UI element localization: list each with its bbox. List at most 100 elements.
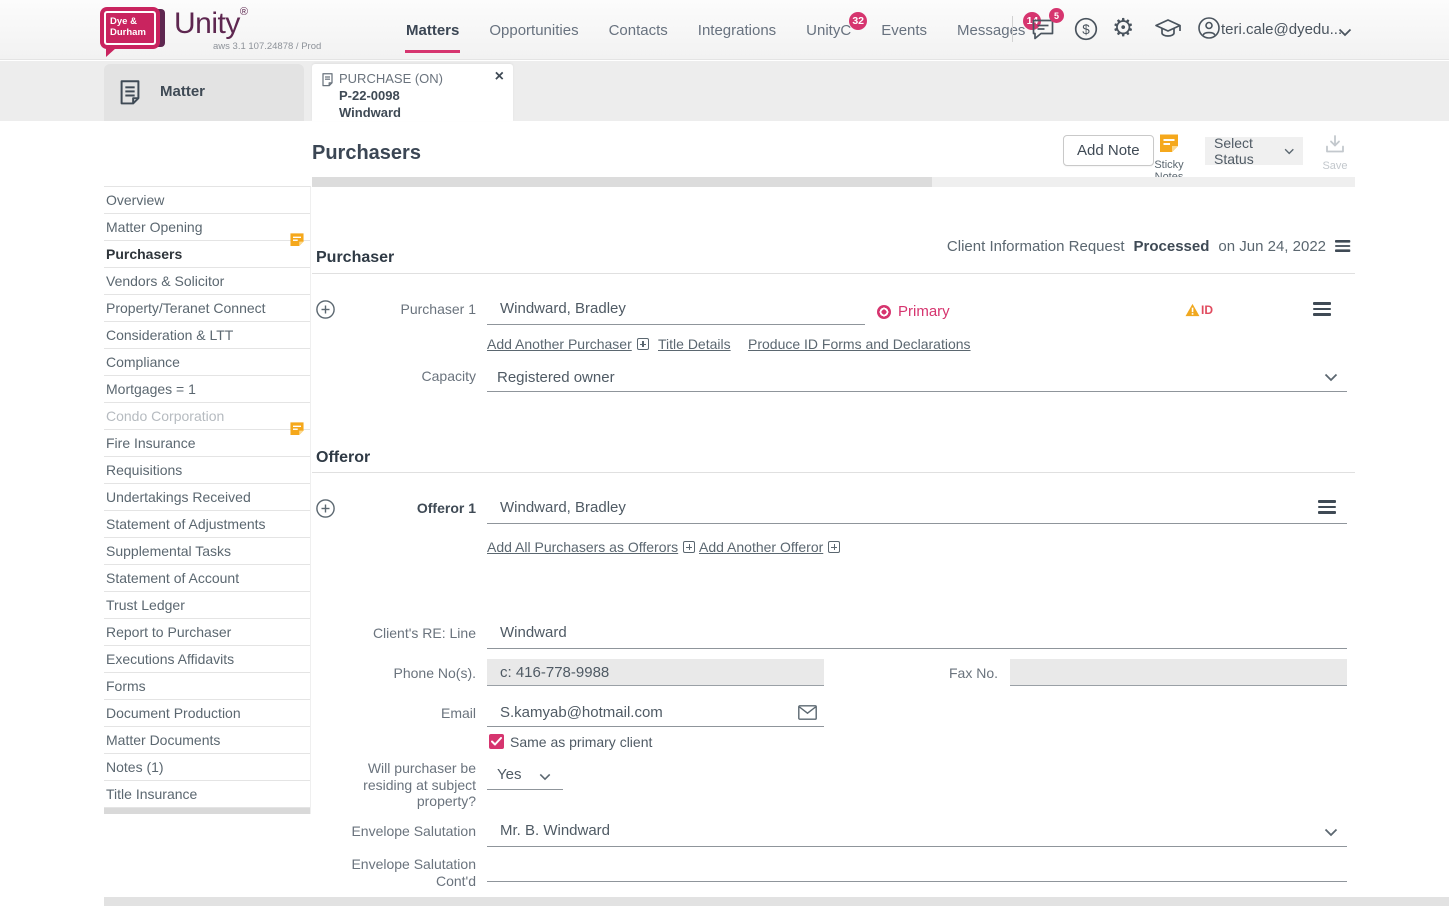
chat-badge: 5 — [1049, 8, 1064, 23]
tab-matter-name: Windward — [339, 105, 401, 120]
sidebar-item-consideration-ltt[interactable]: Consideration & LTT — [104, 322, 310, 349]
id-flag-label: ID — [1201, 303, 1213, 317]
user-menu-chevron-icon[interactable] — [1338, 24, 1352, 42]
nav-item-integrations[interactable]: Integrations — [698, 22, 776, 39]
capacity-chevron-icon[interactable] — [1324, 369, 1338, 387]
matter-document-icon — [116, 78, 144, 106]
nav-item-messages[interactable]: Messages 14 — [957, 22, 1025, 39]
input-underline — [487, 846, 1347, 847]
chat-icon[interactable]: 5 — [1030, 17, 1056, 46]
matter-tab-purchase[interactable]: PURCHASE (ON) P-22-0098 Windward × — [312, 64, 513, 121]
capacity-select[interactable]: Registered owner — [497, 369, 615, 386]
purchaser-section-title: Purchaser — [316, 249, 394, 267]
envelope-icon[interactable] — [798, 705, 817, 725]
primary-radio-icon — [877, 305, 891, 319]
select-status-dropdown[interactable]: Select Status — [1205, 137, 1303, 165]
matter-sidebar: Overview Matter Opening Purchasers Vendo… — [104, 186, 311, 814]
sidebar-item-condo-corporation: Condo Corporation — [104, 403, 310, 430]
sidebar-item-property-teranet[interactable]: Property/Teranet Connect — [104, 295, 310, 322]
logo-text-top: Dye & — [110, 16, 154, 27]
offeror-1-name-input[interactable]: Windward, Bradley — [500, 499, 626, 516]
sidebar-item-purchasers[interactable]: Purchasers — [104, 241, 310, 268]
sidebar-item-undertakings-received[interactable]: Undertakings Received — [104, 484, 310, 511]
sidebar-item-matter-documents[interactable]: Matter Documents — [104, 727, 310, 754]
nav-item-matters[interactable]: Matters — [406, 22, 459, 39]
envelope-salutation-chevron-icon[interactable] — [1324, 824, 1338, 842]
sidebar-item-mortgages[interactable]: Mortgages = 1 — [104, 376, 310, 403]
email-input[interactable]: S.kamyab@hotmail.com — [500, 704, 663, 721]
offeror-row-menu-icon[interactable] — [1318, 500, 1336, 514]
sidebar-item-supplemental-tasks[interactable]: Supplemental Tasks — [104, 538, 310, 565]
nav-item-unityc[interactable]: UnityC 32 — [806, 22, 851, 39]
account-icon[interactable] — [1197, 16, 1221, 45]
divider — [312, 273, 1355, 274]
sidebar-item-document-production[interactable]: Document Production — [104, 700, 310, 727]
input-underline — [487, 789, 563, 790]
title-details-link[interactable]: Title Details — [658, 336, 731, 352]
sidebar-item-vendors-solicitor[interactable]: Vendors & Solicitor — [104, 268, 310, 295]
nav-item-events[interactable]: Events — [881, 22, 927, 39]
sidebar-item-trust-ledger[interactable]: Trust Ledger — [104, 592, 310, 619]
fax-input[interactable] — [1010, 659, 1347, 686]
plus-box-icon — [637, 338, 649, 350]
add-another-offeror-link[interactable]: Add Another Offeror — [699, 539, 840, 555]
sidebar-item-title-insurance[interactable]: Title Insurance — [104, 781, 310, 808]
top-bar: Dye & Durham Unity® aws 3.1 107.24878 / … — [0, 0, 1449, 60]
input-underline — [487, 881, 1347, 882]
id-warning-flag[interactable]: ID — [1185, 303, 1213, 317]
nav-item-contacts[interactable]: Contacts — [609, 22, 668, 39]
sidebar-item-statement-of-adjustments[interactable]: Statement of Adjustments — [104, 511, 310, 538]
primary-radio[interactable]: Primary — [877, 303, 950, 320]
dye-durham-logo[interactable]: Dye & Durham — [100, 7, 160, 49]
sidebar-item-matter-opening[interactable]: Matter Opening — [104, 214, 310, 241]
sidebar-item-fire-insurance[interactable]: Fire Insurance — [104, 430, 310, 457]
sidebar-item-executions-affidavits[interactable]: Executions Affidavits — [104, 646, 310, 673]
same-as-primary-checkbox[interactable] — [489, 734, 504, 749]
input-underline — [487, 523, 1347, 524]
horizontal-scrollbar[interactable] — [312, 177, 1355, 187]
unityc-badge: 32 — [849, 12, 867, 30]
scrollbar-thumb[interactable] — [312, 177, 932, 187]
logo-tail — [106, 48, 116, 57]
primary-label: Primary — [898, 303, 950, 320]
produce-id-forms-link[interactable]: Produce ID Forms and Declarations — [748, 336, 971, 352]
sidebar-item-notes[interactable]: Notes (1) — [104, 754, 310, 781]
offeror-section-title: Offeror — [316, 449, 370, 467]
sidebar-item-requisitions[interactable]: Requisitions — [104, 457, 310, 484]
nav-item-opportunities[interactable]: Opportunities — [489, 22, 578, 39]
add-another-purchaser-link[interactable]: Add Another Purchaser — [487, 336, 649, 352]
user-email[interactable]: teri.cale@dyedu... — [1221, 21, 1342, 38]
sidebar-item-forms[interactable]: Forms — [104, 673, 310, 700]
sidebar-item-statement-of-account[interactable]: Statement of Account — [104, 565, 310, 592]
re-line-input[interactable]: Windward — [500, 624, 567, 641]
save-button: Save — [1318, 134, 1352, 172]
envelope-salutation-select[interactable]: Mr. B. Windward — [500, 822, 610, 839]
re-line-label: Client's RE: Line — [300, 625, 476, 642]
sidebar-scrollbar[interactable] — [104, 808, 310, 814]
bottom-scrollbar[interactable] — [104, 897, 1449, 906]
purchaser-1-label: Purchaser 1 — [300, 301, 476, 318]
input-underline — [487, 648, 1347, 649]
training-cap-icon[interactable] — [1154, 17, 1182, 44]
billing-icon[interactable]: $ — [1073, 16, 1099, 47]
tab-close-icon[interactable]: × — [495, 68, 504, 86]
fax-label: Fax No. — [860, 665, 998, 682]
tab-matter-type: PURCHASE (ON) — [339, 71, 443, 86]
sticky-notes-button[interactable]: Sticky Notes — [1140, 133, 1198, 183]
matter-section-header[interactable]: Matter — [104, 64, 304, 121]
add-all-purchasers-as-offerors-link[interactable]: Add All Purchasers as Offerors — [487, 539, 695, 555]
phone-input[interactable]: c: 416-778-9988 — [487, 659, 824, 686]
purchaser-row-menu-icon[interactable] — [1313, 302, 1331, 316]
settings-gear-icon[interactable]: ⚙ — [1112, 15, 1134, 40]
sidebar-item-compliance[interactable]: Compliance — [104, 349, 310, 376]
envelope-salutation-label: Envelope Salutation — [300, 823, 476, 840]
sidebar-item-overview[interactable]: Overview — [104, 187, 310, 214]
phone-label: Phone No(s). — [300, 665, 476, 682]
plus-box-icon — [683, 541, 695, 553]
sidebar-item-report-to-purchaser[interactable]: Report to Purchaser — [104, 619, 310, 646]
input-underline — [487, 391, 1347, 392]
residing-select[interactable]: Yes — [497, 766, 521, 783]
purchaser-1-name-input[interactable]: Windward, Bradley — [500, 300, 626, 317]
same-as-primary-label: Same as primary client — [510, 734, 652, 750]
residing-chevron-icon[interactable] — [539, 768, 551, 786]
